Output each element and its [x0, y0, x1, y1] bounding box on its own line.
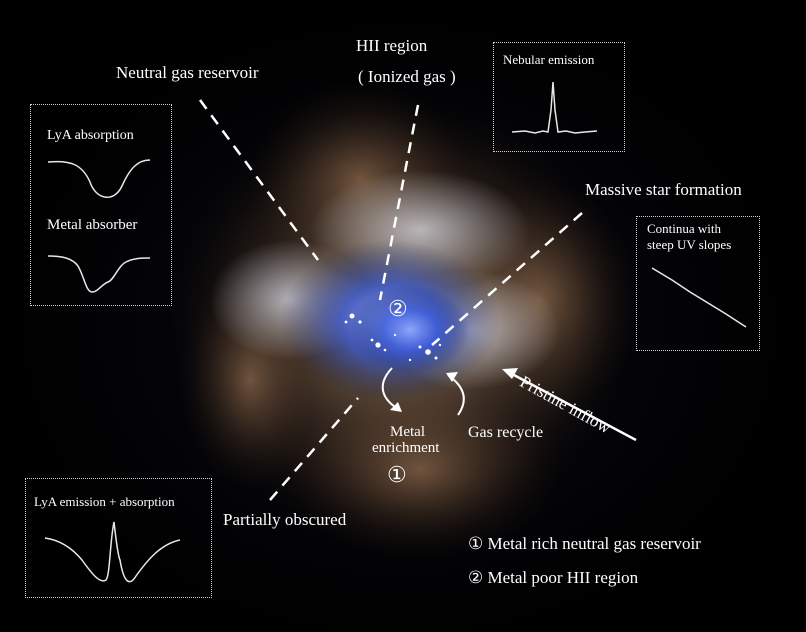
panel-lya-emission-absorption	[25, 478, 212, 598]
continua-label-line1: Continua with	[647, 221, 722, 236]
nebular-emission-label: Nebular emission	[503, 52, 595, 67]
line-massive-star	[431, 212, 583, 346]
continua-label-line2: steep UV slopes	[647, 237, 732, 252]
line-neutral-gas	[198, 99, 320, 261]
metal-label: Metal	[390, 424, 425, 440]
nebular-emission-spectrum	[511, 81, 598, 134]
lya-absorption-label: LyA absorption	[47, 128, 134, 143]
continua-spectrum	[651, 267, 747, 328]
legend-item-2: ② Metal poor HII region	[468, 568, 639, 587]
partially-obscured-label: Partially obscured	[223, 510, 347, 529]
metal-absorber-label: Metal absorber	[47, 217, 138, 233]
panel-absorption	[30, 104, 172, 306]
star-cluster	[344, 313, 442, 362]
panel-continua	[636, 216, 760, 351]
gas-recycle-label: Gas recycle	[468, 424, 544, 441]
massive-star-formation-label: Massive star formation	[585, 180, 742, 199]
enrichment-label: enrichment	[372, 440, 440, 456]
line-hii-region	[378, 104, 420, 301]
legend-item-1: ① Metal rich neutral gas reservoir	[468, 534, 701, 553]
marker-2: ②	[388, 296, 408, 321]
gas-recycle-arrow	[447, 374, 465, 416]
pristine-inflow-arrow-shaft	[511, 372, 637, 442]
dust-lobe-bottom	[280, 380, 560, 560]
marker-1: ①	[387, 462, 407, 487]
hii-region-label: HII region	[356, 36, 428, 55]
lya-emission-absorption-spectrum	[44, 521, 181, 583]
metal-absorber-spectrum	[47, 255, 151, 293]
line-partially-obscured	[269, 397, 359, 501]
ionized-core-inner	[350, 285, 470, 375]
ionized-gas-label: ( Ionized gas )	[358, 67, 456, 86]
neutral-gas-reservoir-label: Neutral gas reservoir	[116, 63, 259, 82]
panel-nebular-emission	[493, 42, 625, 152]
lya-absorption-spectrum	[47, 159, 151, 198]
pristine-inflow-arrowhead	[502, 368, 518, 379]
lya-emission-absorption-label: LyA emission + absorption	[34, 494, 175, 509]
